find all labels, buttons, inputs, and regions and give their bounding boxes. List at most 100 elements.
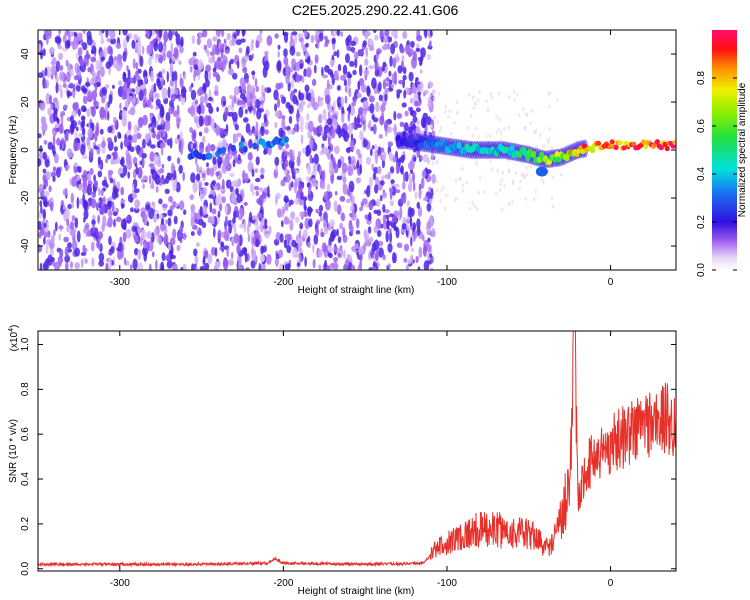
noise-speckle xyxy=(507,125,510,130)
noise-speckle xyxy=(368,95,375,103)
noise-speckle xyxy=(416,218,421,230)
noise-speckle xyxy=(108,258,112,270)
noise-speckle xyxy=(413,92,419,104)
noise-speckle xyxy=(422,154,429,163)
noise-speckle xyxy=(413,156,417,162)
noise-speckle xyxy=(374,184,379,194)
noise-speckle xyxy=(134,233,138,243)
noise-speckle xyxy=(401,181,406,190)
noise-speckle xyxy=(445,193,448,198)
noise-speckle xyxy=(76,230,81,243)
noise-speckle xyxy=(101,140,106,148)
noise-speckle xyxy=(111,190,117,200)
noise-speckle xyxy=(433,115,436,120)
noise-speckle xyxy=(198,182,202,192)
noise-speckle xyxy=(73,140,78,152)
noise-speckle xyxy=(125,228,132,239)
noise-speckle xyxy=(91,49,94,55)
noise-speckle xyxy=(409,97,414,104)
noise-speckle xyxy=(245,108,248,114)
noise-speckle xyxy=(382,204,386,213)
noise-speckle xyxy=(387,263,391,268)
noise-speckle xyxy=(273,89,279,101)
noise-speckle xyxy=(253,104,256,116)
noise-speckle xyxy=(291,31,298,36)
noise-speckle xyxy=(107,45,112,55)
noise-speckle xyxy=(374,149,379,161)
noise-speckle xyxy=(82,201,89,209)
noise-speckle xyxy=(161,69,166,74)
noise-speckle xyxy=(489,91,493,96)
noise-speckle xyxy=(163,30,169,43)
noise-speckle xyxy=(231,97,235,108)
noise-speckle xyxy=(362,138,368,148)
noise-speckle xyxy=(178,60,182,65)
noise-speckle xyxy=(307,130,313,139)
noise-speckle xyxy=(277,44,281,50)
noise-speckle xyxy=(223,229,229,242)
noise-speckle xyxy=(286,244,292,254)
noise-speckle xyxy=(73,162,79,167)
noise-speckle xyxy=(99,203,106,216)
noise-speckle xyxy=(56,167,61,178)
noise-speckle xyxy=(371,145,375,150)
noise-speckle xyxy=(290,129,296,135)
noise-speckle xyxy=(336,204,342,215)
noise-speckle xyxy=(82,95,88,105)
noise-speckle xyxy=(285,263,290,270)
noise-speckle xyxy=(180,85,187,98)
noise-speckle xyxy=(146,99,152,108)
noise-speckle xyxy=(211,215,215,226)
noise-speckle xyxy=(81,85,86,93)
noise-speckle xyxy=(70,121,75,133)
noise-speckle xyxy=(206,38,213,49)
noise-speckle xyxy=(66,217,70,227)
noise-speckle xyxy=(427,101,432,108)
noise-speckle xyxy=(296,262,301,267)
noise-speckle xyxy=(226,246,229,258)
noise-speckle xyxy=(415,47,421,52)
noise-speckle xyxy=(377,146,382,156)
noise-speckle xyxy=(342,176,347,184)
noise-speckle xyxy=(499,131,503,136)
noise-speckle xyxy=(193,248,198,257)
noise-speckle xyxy=(42,168,47,174)
noise-speckle xyxy=(236,157,242,165)
noise-speckle xyxy=(143,243,147,249)
noise-speckle xyxy=(43,139,48,145)
noise-speckle xyxy=(122,38,128,50)
noise-speckle xyxy=(176,104,180,117)
noise-speckle xyxy=(122,51,127,62)
noise-speckle xyxy=(224,131,228,136)
noise-speckle xyxy=(306,176,309,182)
noise-speckle xyxy=(255,98,261,109)
noise-speckle xyxy=(429,253,433,258)
signal-blob xyxy=(207,152,213,160)
noise-speckle xyxy=(381,155,386,161)
noise-speckle xyxy=(247,152,253,161)
noise-speckle xyxy=(145,204,151,211)
noise-speckle xyxy=(196,163,199,173)
noise-speckle xyxy=(108,55,114,67)
noise-speckle xyxy=(499,137,502,142)
noise-speckle xyxy=(193,64,199,70)
noise-speckle xyxy=(548,137,551,141)
noise-speckle xyxy=(281,118,286,130)
noise-speckle xyxy=(297,101,304,113)
noise-speckle xyxy=(307,207,314,213)
noise-speckle xyxy=(350,264,356,270)
noise-speckle xyxy=(228,60,232,70)
noise-speckle xyxy=(276,60,282,71)
noise-speckle xyxy=(59,257,62,263)
noise-speckle xyxy=(137,116,144,128)
noise-speckle xyxy=(170,93,176,102)
noise-speckle xyxy=(107,140,114,152)
noise-speckle xyxy=(346,71,351,79)
noise-speckle xyxy=(230,192,236,204)
noise-speckle xyxy=(454,178,458,183)
noise-speckle xyxy=(291,77,295,89)
noise-speckle xyxy=(352,69,357,76)
noise-speckle xyxy=(125,154,129,166)
noise-speckle xyxy=(305,42,309,48)
noise-speckle xyxy=(159,176,165,184)
